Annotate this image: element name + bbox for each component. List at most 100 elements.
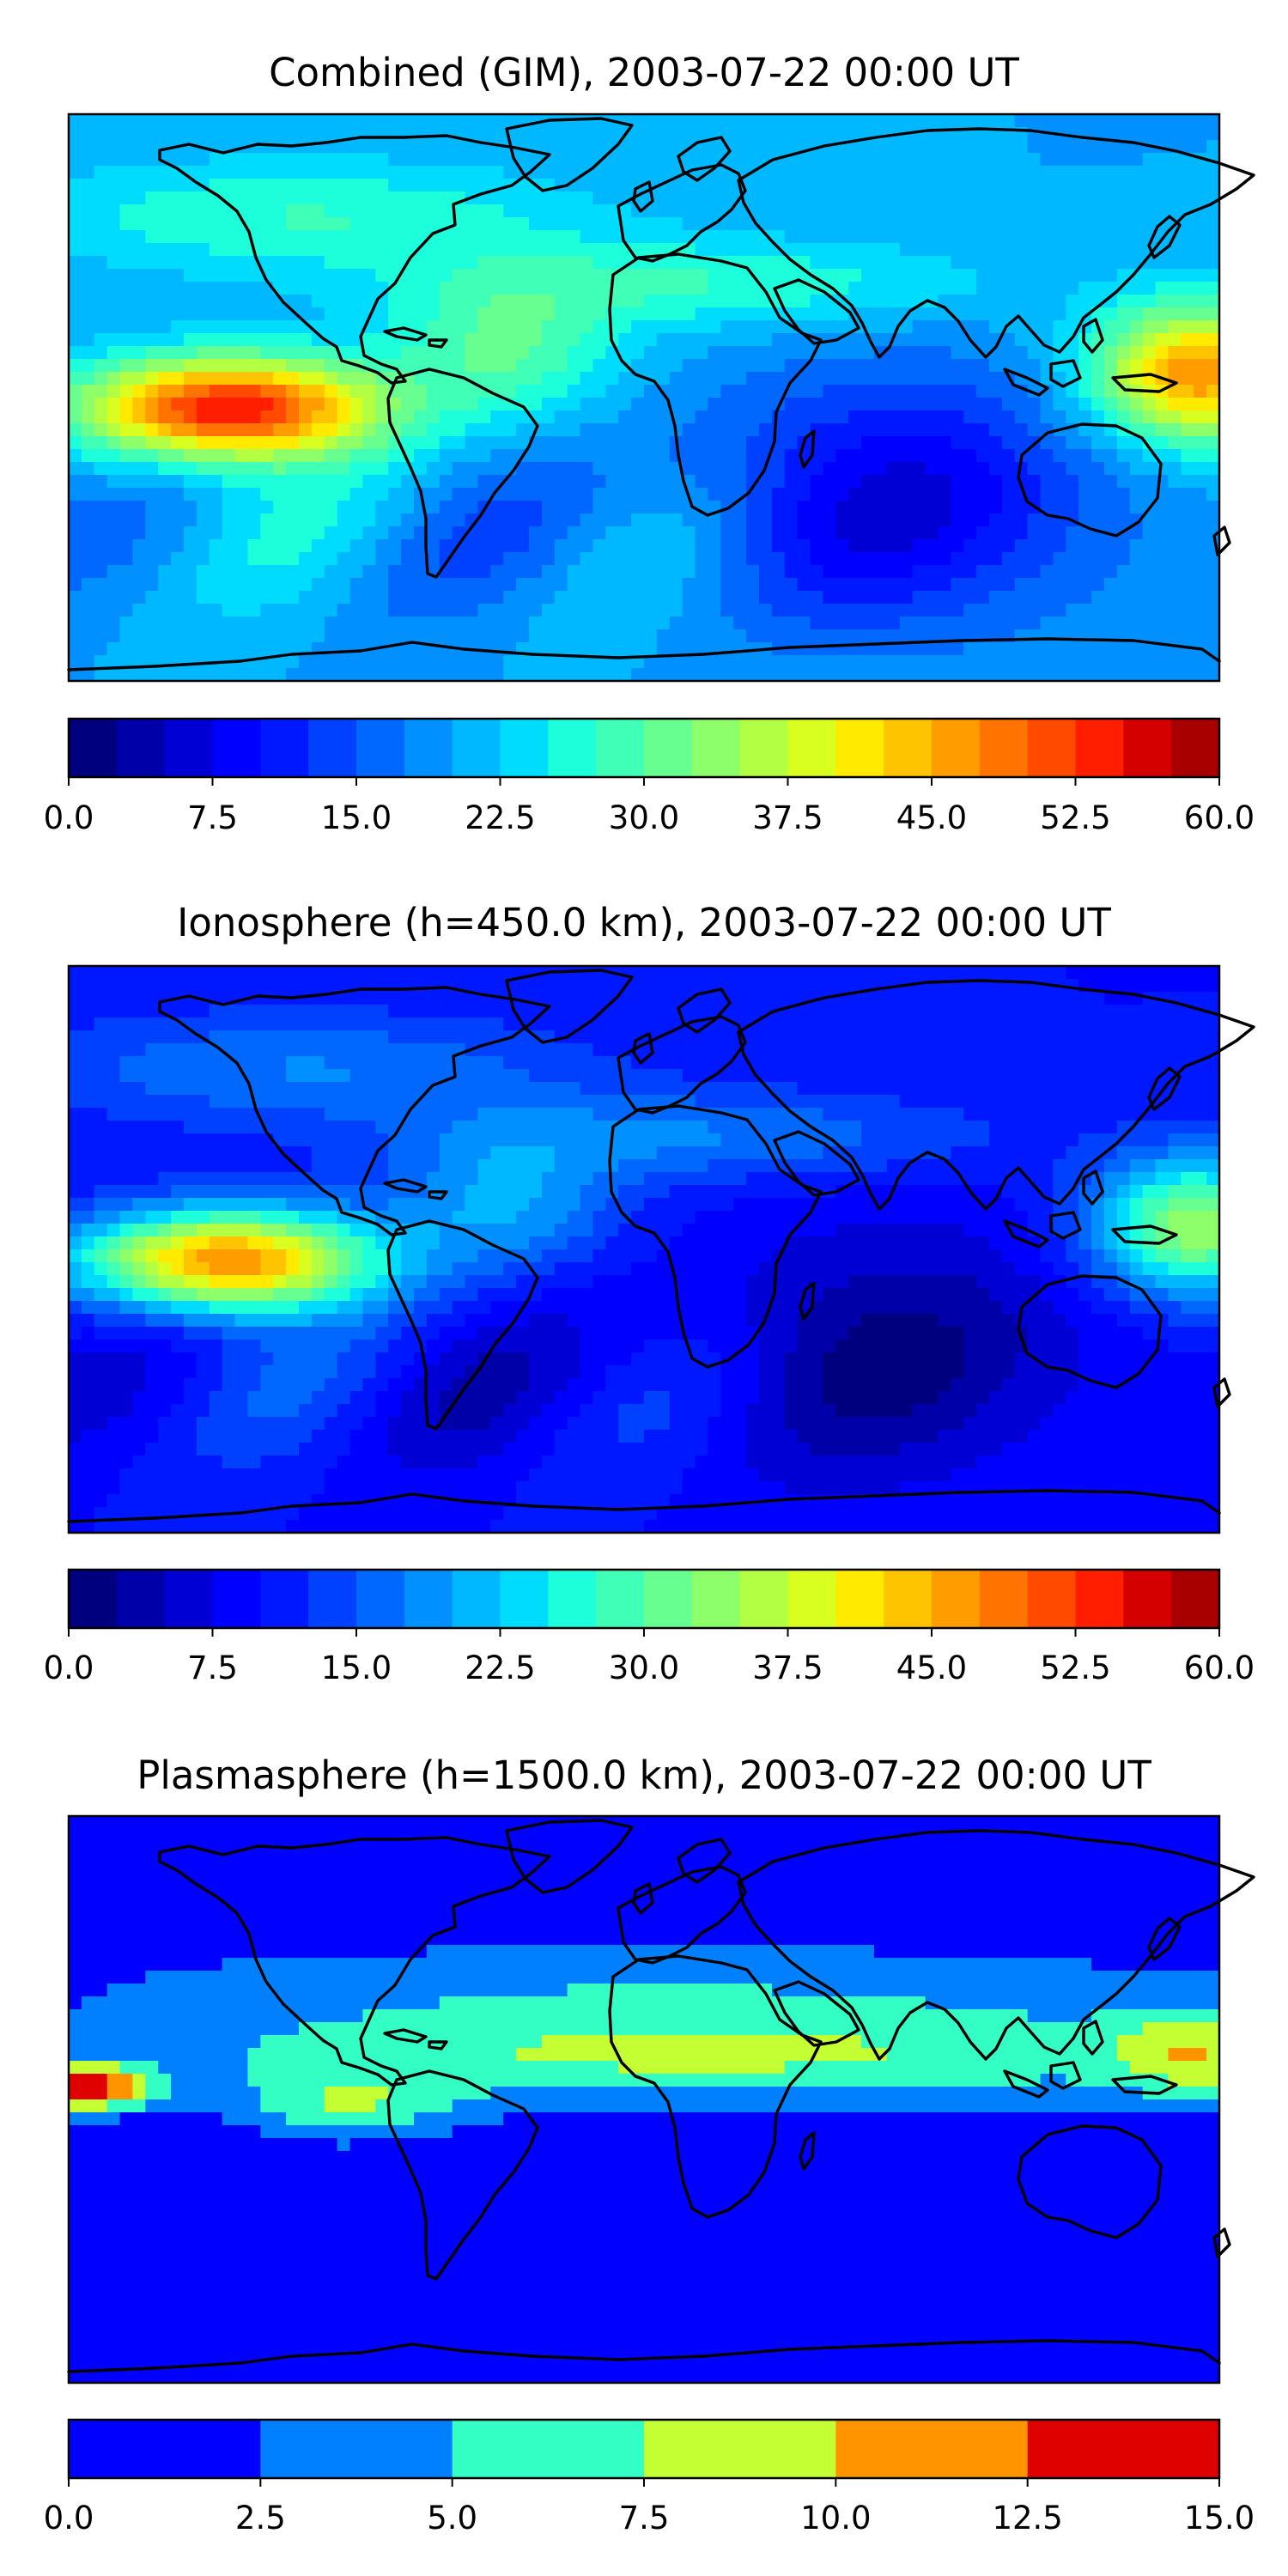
field-cell (1206, 449, 1220, 463)
field-cell (938, 642, 951, 656)
field-cell (720, 578, 734, 592)
field-cell (1129, 320, 1144, 334)
field-cell (1155, 966, 1170, 980)
field-cell (1078, 526, 1092, 540)
field-cell (477, 243, 491, 257)
field-cell (490, 979, 504, 993)
field-cell (184, 1082, 197, 1096)
field-cell (631, 617, 645, 630)
field-cell (618, 398, 632, 411)
field-cell (746, 436, 760, 450)
field-cell (823, 423, 836, 437)
field-cell (337, 153, 351, 167)
field-cell (260, 346, 274, 360)
field-cell (886, 436, 901, 450)
field-cell (554, 1018, 568, 1031)
field-cell (886, 153, 901, 167)
field-cell (708, 604, 721, 617)
field-cell (401, 166, 415, 179)
field-cell (592, 127, 606, 141)
field-cell (184, 346, 197, 360)
field-cell (1194, 992, 1207, 1005)
field-cell (580, 359, 594, 373)
field-cell (209, 230, 223, 244)
field-cell (69, 565, 82, 579)
field-cell (337, 127, 351, 141)
field-cell (349, 166, 364, 179)
field-cell (311, 166, 325, 179)
field-cell (823, 410, 836, 424)
field-cell (861, 668, 875, 682)
field-cell (106, 140, 121, 154)
field-cell (171, 333, 185, 347)
field-cell (618, 629, 632, 643)
field-cell (477, 127, 491, 141)
field-cell (132, 307, 146, 321)
field-cell (618, 539, 632, 553)
field-cell (439, 1056, 453, 1070)
field-cell (234, 488, 249, 501)
field-cell (848, 217, 862, 231)
field-cell (835, 191, 849, 205)
field-cell (132, 604, 146, 617)
field-cell (899, 179, 914, 192)
field-cell (94, 488, 108, 501)
field-cell (951, 565, 964, 579)
field-cell (656, 501, 671, 514)
field-cell (605, 1082, 619, 1096)
field-cell (746, 230, 760, 244)
field-cell (746, 539, 760, 553)
field-cell (848, 127, 862, 141)
field-cell (810, 462, 824, 476)
field-cell (886, 655, 901, 669)
field-cell (656, 1043, 671, 1057)
field-cell (81, 320, 95, 334)
field-cell (823, 269, 836, 283)
field-cell (899, 346, 914, 360)
field-cell (439, 578, 453, 592)
field-cell (1104, 591, 1118, 605)
field-cell (337, 1082, 351, 1096)
field-cell (1181, 398, 1194, 411)
field-cell (81, 1030, 95, 1044)
field-cell (938, 320, 951, 334)
field-cell (541, 140, 556, 154)
field-cell (388, 307, 402, 321)
field-cell (1027, 410, 1042, 424)
field-cell (861, 1030, 875, 1044)
field-cell (503, 243, 517, 257)
field-cell (567, 475, 581, 489)
field-cell (503, 539, 517, 553)
field-cell (324, 1043, 338, 1057)
field-cell (337, 462, 351, 476)
field-cell (490, 217, 504, 231)
field-cell (1168, 204, 1182, 218)
field-cell (1001, 578, 1016, 592)
field-cell (912, 127, 927, 141)
field-cell (171, 217, 185, 231)
field-cell (720, 475, 734, 489)
field-cell (759, 966, 773, 980)
field-cell (874, 462, 888, 476)
field-cell (234, 565, 249, 579)
field-cell (759, 269, 773, 283)
field-cell (695, 114, 709, 128)
field-cell (94, 604, 108, 617)
field-cell (541, 398, 556, 411)
field-cell (925, 436, 939, 450)
field-cell (1104, 307, 1118, 321)
field-cell (529, 449, 543, 463)
field-cell (119, 1056, 134, 1070)
field-cell (784, 359, 799, 373)
field-cell (1142, 629, 1157, 643)
field-cell (516, 668, 530, 682)
field-cell (592, 539, 606, 553)
field-cell (989, 217, 1003, 231)
field-cell (874, 629, 888, 643)
field-cell (682, 269, 696, 283)
field-cell (184, 243, 197, 257)
field-cell (644, 1005, 658, 1018)
field-cell (1040, 604, 1054, 617)
field-cell (695, 423, 709, 437)
field-cell (324, 668, 338, 682)
